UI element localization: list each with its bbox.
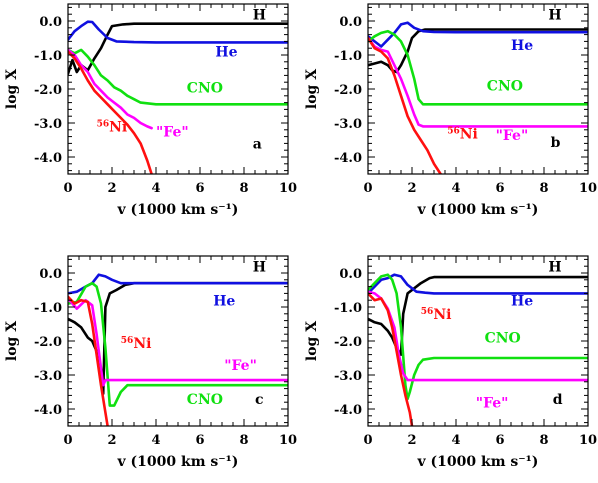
x-tick-label: 0 — [363, 433, 372, 448]
series-annotation: 56Ni — [121, 336, 152, 352]
x-tick-label: 4 — [151, 181, 160, 196]
series-line — [68, 20, 288, 44]
y-tick-label: -2.0 — [334, 83, 362, 98]
series-line — [368, 21, 588, 48]
series-annotation: 56Ni — [421, 307, 452, 323]
x-axis-label: v (1000 km s⁻¹) — [417, 202, 539, 218]
y-tick-label: -4.0 — [334, 151, 362, 166]
series-annotation: c — [255, 392, 264, 408]
series-annotation: He — [213, 293, 235, 309]
series-annotation: H — [253, 259, 266, 275]
panel-c: 0 2 4 6 8 10 0.0 -1.0 -2.0 -3.0 -4.0 v (1000 km s⁻¹… — [4, 255, 297, 470]
y-tick-label: 0.0 — [39, 267, 62, 282]
series-annotation: "Fe" — [156, 125, 189, 141]
x-tick-label: 10 — [279, 433, 297, 448]
series-line — [368, 36, 588, 128]
x-tick-label: 0 — [63, 433, 72, 448]
series-line — [68, 273, 288, 295]
y-tick-label: -3.0 — [34, 369, 62, 384]
series-annotation: a — [253, 137, 262, 153]
series-annotation: "Fe" — [496, 128, 529, 144]
x-tick-label: 2 — [407, 181, 416, 196]
x-tick-label: 0 — [363, 181, 372, 196]
y-tick-label: -2.0 — [34, 83, 62, 98]
x-tick-label: 8 — [539, 433, 548, 448]
series-annotation: CNO — [187, 392, 223, 408]
series-annotation: H — [548, 259, 561, 275]
y-tick-label: -1.0 — [34, 49, 62, 64]
y-tick-label: -3.0 — [334, 117, 362, 132]
y-axis-label: log X — [304, 321, 320, 361]
y-tick-label: -2.0 — [334, 335, 362, 350]
x-tick-label: 4 — [151, 433, 160, 448]
series-line — [68, 48, 153, 130]
x-tick-label: 6 — [195, 181, 204, 196]
x-tick-label: 4 — [451, 181, 460, 196]
series-annotation: H — [253, 7, 266, 23]
series-annotation: He — [215, 45, 237, 61]
x-tick-label: 6 — [495, 181, 504, 196]
x-tick-label: 2 — [407, 433, 416, 448]
y-tick-label: -1.0 — [334, 301, 362, 316]
y-tick-label: -1.0 — [34, 301, 62, 316]
series-line — [68, 50, 153, 174]
series-line — [68, 295, 109, 426]
y-tick-label: 0.0 — [339, 15, 362, 30]
x-tick-label: 0 — [63, 181, 72, 196]
x-tick-label: 10 — [579, 433, 597, 448]
series-annotation: He — [511, 293, 533, 309]
series-line — [68, 281, 288, 407]
series-annotation: CNO — [487, 79, 523, 95]
x-tick-label: 2 — [107, 181, 116, 196]
y-tick-label: 0.0 — [339, 267, 362, 282]
series-line — [68, 48, 288, 106]
x-axis-label: v (1000 km s⁻¹) — [117, 202, 239, 218]
x-axis-label: v (1000 km s⁻¹) — [117, 454, 239, 470]
x-tick-label: 10 — [579, 181, 597, 196]
series-annotation: 56Ni — [97, 120, 128, 136]
series-line — [368, 29, 588, 106]
series-annotation: "Fe" — [476, 395, 509, 411]
series-annotation: b — [551, 135, 561, 151]
x-axis-label: v (1000 km s⁻¹) — [417, 454, 539, 470]
x-tick-label: 6 — [195, 433, 204, 448]
series-line — [68, 22, 288, 75]
series-line — [368, 28, 588, 74]
x-tick-label: 2 — [107, 433, 116, 448]
x-tick-label: 8 — [239, 433, 248, 448]
series-line — [368, 273, 588, 401]
y-axis-label: log X — [4, 321, 20, 361]
y-tick-label: -2.0 — [34, 335, 62, 350]
series-annotation: CNO — [187, 80, 223, 96]
series-line — [368, 292, 414, 426]
y-tick-label: -4.0 — [34, 403, 62, 418]
series-line — [368, 275, 588, 356]
y-tick-label: 0.0 — [39, 15, 62, 30]
series-annotation: H — [548, 7, 561, 23]
panel-b: 0 2 4 6 8 10 0.0 -1.0 -2.0 -3.0 -4.0 v (1000 km s⁻¹… — [304, 3, 597, 218]
y-tick-label: -4.0 — [334, 403, 362, 418]
x-tick-label: 10 — [279, 181, 297, 196]
series-annotation: He — [511, 38, 533, 54]
x-tick-label: 8 — [239, 181, 248, 196]
x-tick-label: 6 — [495, 433, 504, 448]
series-annotation: 56Ni — [447, 126, 478, 142]
panel-a: 0 2 4 6 8 10 0.0 -1.0 -2.0 -3.0 -4.0 v (1000 km s⁻¹… — [4, 3, 297, 218]
series-annotation: d — [553, 392, 563, 408]
y-axis-label: log X — [304, 69, 320, 109]
y-tick-label: -4.0 — [34, 151, 62, 166]
series-line — [368, 273, 588, 295]
y-axis-label: log X — [4, 69, 20, 109]
series-annotation: "Fe" — [224, 358, 257, 374]
y-tick-label: -1.0 — [334, 49, 362, 64]
series-line — [368, 36, 442, 174]
y-tick-label: -3.0 — [334, 369, 362, 384]
x-tick-label: 8 — [539, 181, 548, 196]
series-annotation: CNO — [485, 331, 521, 347]
x-tick-label: 4 — [451, 433, 460, 448]
y-tick-label: -3.0 — [34, 117, 62, 132]
panel-d: 0 2 4 6 8 10 0.0 -1.0 -2.0 -3.0 -4.0 v (1000 km s⁻¹… — [304, 255, 597, 470]
